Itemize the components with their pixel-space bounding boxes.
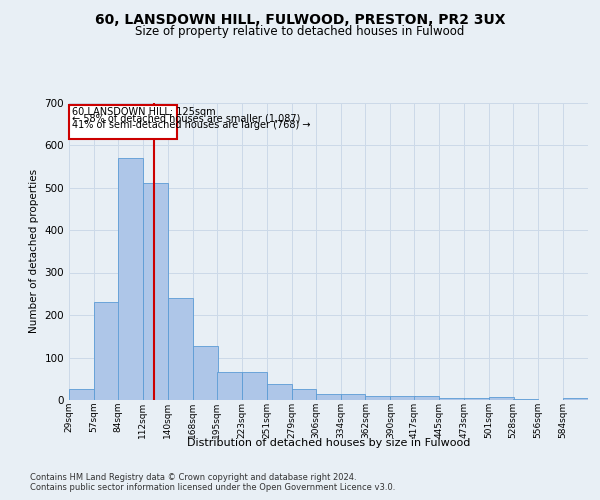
Y-axis label: Number of detached properties: Number of detached properties — [29, 169, 39, 334]
Text: Contains public sector information licensed under the Open Government Licence v3: Contains public sector information licen… — [30, 484, 395, 492]
Bar — [118, 158, 143, 400]
Bar — [266, 384, 292, 400]
FancyBboxPatch shape — [69, 104, 177, 138]
Bar — [439, 398, 464, 400]
Bar — [563, 398, 588, 400]
Text: 60 LANSDOWN HILL: 125sqm: 60 LANSDOWN HILL: 125sqm — [71, 107, 215, 117]
Bar — [316, 394, 341, 400]
Text: 60, LANSDOWN HILL, FULWOOD, PRESTON, PR2 3UX: 60, LANSDOWN HILL, FULWOOD, PRESTON, PR2… — [95, 12, 505, 26]
Bar — [242, 372, 266, 400]
Bar — [94, 302, 119, 400]
Bar — [513, 398, 538, 400]
Text: Distribution of detached houses by size in Fulwood: Distribution of detached houses by size … — [187, 438, 470, 448]
Text: Size of property relative to detached houses in Fulwood: Size of property relative to detached ho… — [136, 25, 464, 38]
Bar — [69, 390, 94, 400]
Bar — [193, 346, 218, 400]
Bar — [168, 298, 193, 400]
Bar — [489, 396, 514, 400]
Text: ← 58% of detached houses are smaller (1,087): ← 58% of detached houses are smaller (1,… — [71, 113, 300, 123]
Bar — [292, 390, 316, 400]
Bar — [143, 183, 168, 400]
Bar — [365, 396, 391, 400]
Bar — [415, 396, 439, 400]
Bar — [464, 398, 489, 400]
Bar — [391, 396, 415, 400]
Text: Contains HM Land Registry data © Crown copyright and database right 2024.: Contains HM Land Registry data © Crown c… — [30, 472, 356, 482]
Bar — [341, 394, 365, 400]
Bar — [217, 372, 242, 400]
Text: 41% of semi-detached houses are larger (768) →: 41% of semi-detached houses are larger (… — [71, 120, 310, 130]
